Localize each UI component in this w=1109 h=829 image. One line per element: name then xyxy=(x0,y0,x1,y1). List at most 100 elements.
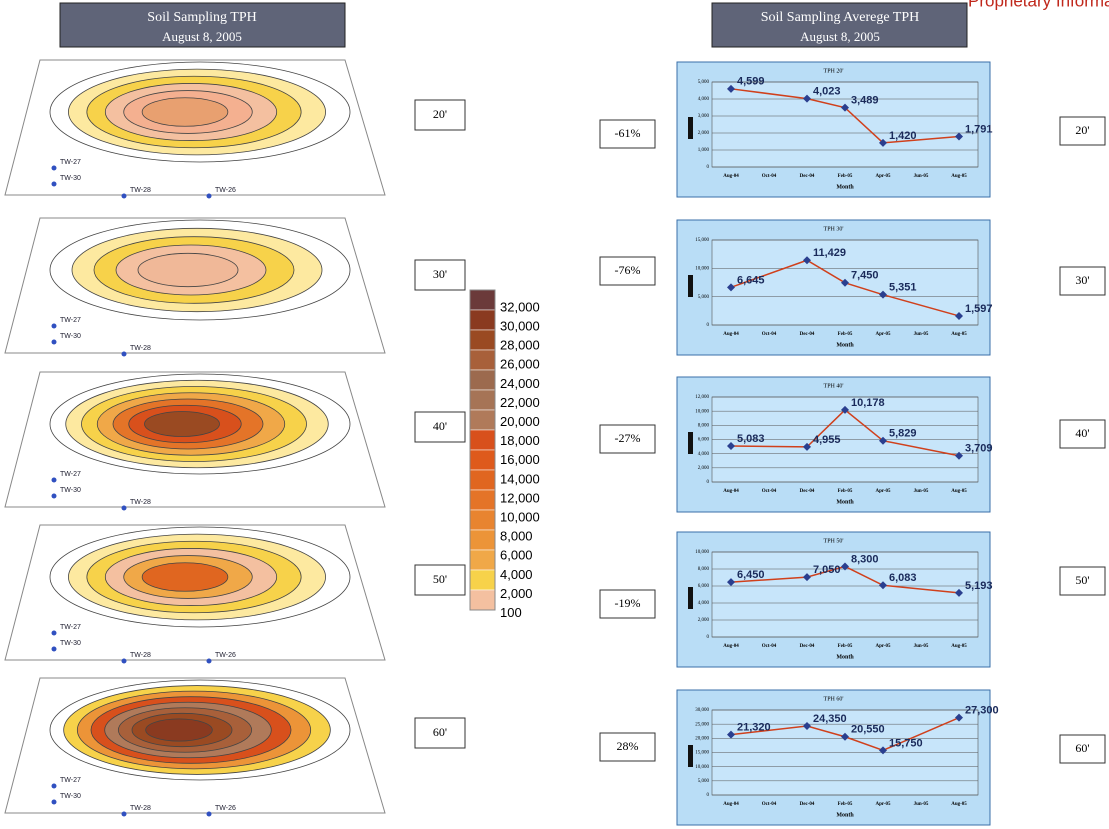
x-tick-label: Oct-04 xyxy=(762,644,777,649)
depth-label-box xyxy=(414,411,466,443)
x-tick-label: Jun-05 xyxy=(914,332,929,337)
marker xyxy=(841,278,849,287)
x-tick-label: Dec-04 xyxy=(800,489,815,494)
x-tick-label: Aug-04 xyxy=(723,332,739,337)
value-label: 7,050 xyxy=(813,564,841,576)
depth-label: 30' xyxy=(1075,273,1089,287)
x-tick-label: Feb-05 xyxy=(838,802,853,807)
x-tick-label: Apr-05 xyxy=(875,644,891,649)
y-tick-label: 10,000 xyxy=(695,266,709,271)
value-label: 27,300 xyxy=(965,705,999,717)
depth-label: 50' xyxy=(1075,573,1089,587)
well xyxy=(51,323,57,329)
x-tick-label: Dec-04 xyxy=(800,174,815,179)
marker xyxy=(879,138,887,147)
value-label: 5,829 xyxy=(889,428,917,440)
well-label: TW-27 xyxy=(60,471,81,478)
value-label: 1,597 xyxy=(965,303,993,315)
legend-swatch xyxy=(469,409,496,431)
x-tick-label: Oct-04 xyxy=(762,174,777,179)
marker xyxy=(727,730,735,739)
well xyxy=(121,351,127,357)
y-tick-label: 4,000 xyxy=(698,97,710,102)
legend-swatch xyxy=(469,349,496,371)
legend-swatch xyxy=(469,329,496,351)
x-axis-label: Month xyxy=(836,342,854,348)
y-tick-label: 5,000 xyxy=(698,295,710,300)
well-label: TW-30 xyxy=(60,487,81,494)
y-tick-label: 5,000 xyxy=(698,779,710,784)
well xyxy=(51,181,57,187)
value-label: 5,083 xyxy=(737,433,765,445)
marker xyxy=(955,588,963,597)
y-tick-label: 2,000 xyxy=(698,131,710,136)
depth-label-box xyxy=(1059,566,1106,596)
depth-label: 50' xyxy=(433,572,447,586)
title: Soil Sampling Averege TPH xyxy=(761,10,920,25)
x-tick-label: Aug-05 xyxy=(951,489,967,494)
side-marker xyxy=(688,745,693,767)
well-label: TW-26 xyxy=(215,187,236,194)
y-tick-label: 20,000 xyxy=(695,736,709,741)
y-tick-label: 10,000 xyxy=(695,550,709,555)
well-label: TW-27 xyxy=(60,777,81,784)
legend-swatch xyxy=(469,449,496,471)
x-tick-label: Aug-04 xyxy=(723,489,739,494)
marker xyxy=(803,722,811,731)
y-tick-label: 1,000 xyxy=(698,148,710,153)
value-label: 5,193 xyxy=(965,580,993,592)
legend-label: 26,000 xyxy=(500,357,540,372)
value-label: 11,429 xyxy=(813,247,846,259)
legend-label: 100 xyxy=(500,605,522,620)
well-label: TW-28 xyxy=(130,345,151,352)
depth-label-box xyxy=(414,99,466,131)
contour xyxy=(145,718,213,742)
chart-title: TPH 40' xyxy=(824,383,844,389)
contour xyxy=(137,252,239,288)
legend-swatch xyxy=(469,549,496,571)
y-tick-label: 0 xyxy=(707,480,710,485)
depth-label-box xyxy=(1059,734,1106,764)
y-tick-label: 25,000 xyxy=(695,722,709,727)
value-label: 6,083 xyxy=(889,572,917,584)
marker xyxy=(841,562,849,571)
depth-label: 20' xyxy=(433,107,447,121)
chart-title: TPH 30' xyxy=(824,226,844,232)
change-label: 28% xyxy=(617,739,639,753)
x-axis-label: Month xyxy=(836,654,854,660)
well-label: TW-28 xyxy=(130,499,151,506)
legend-frame xyxy=(469,289,496,611)
legend-swatch xyxy=(469,429,496,451)
value-label: 6,450 xyxy=(737,569,765,581)
well xyxy=(51,165,57,171)
y-tick-label: 2,000 xyxy=(698,466,710,471)
x-tick-label: Apr-05 xyxy=(875,489,891,494)
x-tick-label: Apr-05 xyxy=(875,802,891,807)
well xyxy=(206,193,212,199)
x-tick-label: Dec-04 xyxy=(800,802,815,807)
well xyxy=(51,783,57,789)
marker xyxy=(841,732,849,741)
well xyxy=(51,646,57,652)
legend-label: 14,000 xyxy=(500,471,540,486)
x-axis-label: Month xyxy=(836,812,854,818)
side-marker xyxy=(688,587,693,609)
x-tick-label: Jun-05 xyxy=(914,489,929,494)
well xyxy=(121,658,127,664)
well-label: TW-30 xyxy=(60,175,81,182)
legend-swatch xyxy=(469,469,496,491)
y-tick-label: 0 xyxy=(707,635,710,640)
y-tick-label: 2,000 xyxy=(698,618,710,623)
y-tick-label: 8,000 xyxy=(698,567,710,572)
title: Soil Sampling TPH xyxy=(147,10,256,25)
marker xyxy=(803,442,811,451)
marker xyxy=(803,573,811,582)
chart-title: TPH 50' xyxy=(824,538,844,544)
x-tick-label: Aug-04 xyxy=(723,802,739,807)
value-label: 6,645 xyxy=(737,274,765,286)
legend-swatch xyxy=(469,309,496,331)
well xyxy=(121,505,127,511)
marker xyxy=(727,84,735,93)
corner-note: Proprietary Information xyxy=(968,0,1109,10)
